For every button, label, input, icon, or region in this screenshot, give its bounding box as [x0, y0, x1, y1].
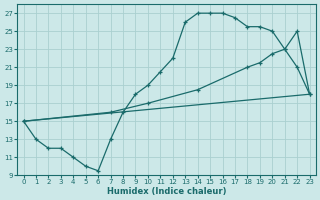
X-axis label: Humidex (Indice chaleur): Humidex (Indice chaleur) — [107, 187, 226, 196]
